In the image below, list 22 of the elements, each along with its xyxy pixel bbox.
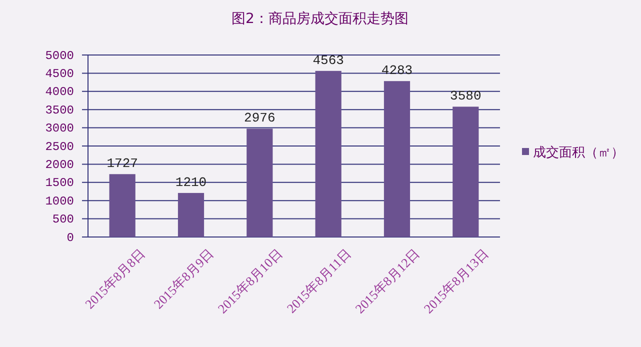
legend-label: 成交面积（㎡） <box>533 144 624 161</box>
data-label: 3580 <box>450 88 482 104</box>
data-label: 2976 <box>244 110 276 126</box>
bar <box>178 192 204 237</box>
y-tick-label: 2000 <box>45 158 74 172</box>
bar <box>109 174 136 237</box>
y-tick-label: 3000 <box>45 122 74 136</box>
y-tick-label: 5000 <box>45 48 74 63</box>
y-tick-label: 1500 <box>45 176 74 190</box>
bar <box>246 128 273 237</box>
y-tick-label: 3500 <box>45 103 74 118</box>
y-tick-label: 0 <box>66 230 74 245</box>
y-tick-label: 1000 <box>45 194 74 208</box>
y-tick-label: 500 <box>52 212 74 227</box>
data-label: 4563 <box>312 52 344 68</box>
y-tick-label: 2500 <box>45 140 74 154</box>
y-tick-label: 4000 <box>45 85 74 100</box>
y-tick-label: 4500 <box>45 67 74 82</box>
chart-title: 图2：商品房成交面积走势图 <box>232 11 408 27</box>
bar <box>315 70 342 237</box>
bar <box>384 81 410 237</box>
bar <box>452 106 479 237</box>
